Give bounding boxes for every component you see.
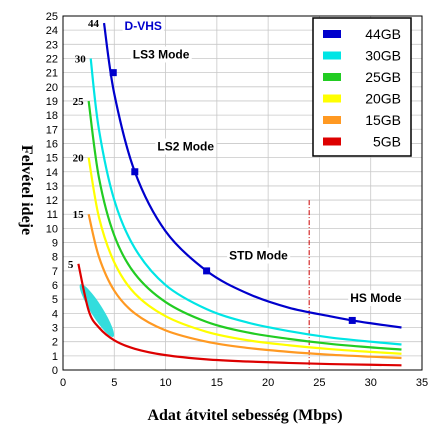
annotation-layer: D-VHS LS3 Mode LS2 Mode STD Mode HS Mode (122, 18, 404, 307)
y-tick-label-7: 7 (52, 266, 58, 278)
mode-marker-1 (109, 69, 117, 77)
x-tick-label-20: 20 (262, 377, 274, 389)
annotation-bg-ls2-mode (155, 138, 217, 155)
y-tick-label-16: 16 (46, 138, 58, 150)
series-line-15gb (87, 213, 402, 360)
mode-marker-2 (131, 168, 139, 176)
x-tick-label-0: 0 (60, 377, 66, 389)
y-tick-label-17: 17 (46, 124, 58, 136)
annotation-bg-d-vhs (122, 18, 164, 35)
plot-frame (62, 15, 423, 371)
x-tick-label-15: 15 (211, 377, 223, 389)
series-line-20gb (87, 157, 402, 355)
legend-swatch-20gb (323, 94, 341, 103)
y-tick-label-6: 6 (52, 280, 58, 292)
y-tick-label-22: 22 (46, 53, 58, 65)
y-tick-label-5: 5 (52, 294, 58, 306)
curve-layer: 44 30 25 20 15 5 (68, 18, 402, 367)
curve-capacity-label-25gb: 25 (73, 96, 85, 108)
marker-layer (109, 69, 356, 324)
x-tick-label-35: 35 (416, 377, 428, 389)
y-tick-label-3: 3 (52, 323, 58, 335)
y-tick-label-25: 25 (46, 11, 58, 23)
series-line-25gb (87, 100, 402, 351)
legend-label-30gb: 30GB (365, 48, 401, 64)
series-line-5gb (77, 263, 402, 367)
annotation-std-mode: STD Mode (229, 249, 288, 263)
axes-layer: 0123456789101112131415161718192021222324… (46, 11, 428, 389)
series-line-30gb (89, 58, 402, 346)
y-tick-label-8: 8 (52, 252, 58, 264)
y-tick-label-24: 24 (46, 25, 58, 37)
legend-box (312, 17, 412, 157)
curve-capacity-label-30gb: 30 (75, 53, 87, 65)
annotation-d-vhs: D-VHS (125, 19, 162, 33)
y-tick-label-20: 20 (46, 82, 58, 94)
curve-capacity-label-20gb: 20 (73, 153, 85, 165)
annotation-ls2-mode: LS2 Mode (157, 140, 214, 154)
series-line-44gb (102, 22, 402, 329)
y-tick-label-1: 1 (52, 351, 58, 363)
curve-capacity-label-15gb: 15 (73, 209, 85, 221)
y-tick-label-0: 0 (52, 365, 58, 377)
legend-swatch-25gb (323, 73, 341, 81)
y-tick-label-11: 11 (47, 209, 58, 221)
y-tick-label-2: 2 (52, 337, 58, 349)
annotation-bg-std-mode (227, 247, 291, 264)
y-tick-label-4: 4 (52, 308, 58, 320)
legend-label-20gb: 20GB (365, 91, 401, 107)
y-tick-label-15: 15 (46, 153, 58, 165)
dvhs-region-layer (79, 284, 115, 338)
y-tick-label-13: 13 (46, 181, 58, 193)
legend-swatch-5gb (323, 137, 341, 146)
legend-label-44gb: 44GB (365, 26, 401, 42)
legend-swatch-30gb (323, 51, 341, 60)
legend-label-5gb: 5GB (373, 134, 401, 150)
legend-swatch-15gb (323, 116, 341, 124)
y-tick-label-21: 21 (46, 68, 58, 80)
annotation-ls3-mode: LS3 Mode (133, 47, 190, 61)
x-tick-label-30: 30 (365, 377, 377, 389)
annotation-hs-mode: HS Mode (350, 291, 402, 305)
dvhs-region (79, 284, 115, 338)
y-tick-label-23: 23 (46, 39, 58, 51)
mode-marker-4 (348, 316, 356, 324)
legend: 44GB 30GB 25GB 20GB 15GB 5GB (312, 17, 412, 157)
x-tick-label-5: 5 (111, 377, 117, 389)
x-axis-label: Adat átvitel sebesség (Mbps) (147, 407, 342, 424)
y-tick-label-19: 19 (46, 96, 58, 108)
annotation-bg-ls3-mode (130, 46, 192, 63)
legend-label-25gb: 25GB (365, 69, 401, 85)
x-tick-label-25: 25 (313, 377, 325, 389)
y-tick-label-14: 14 (46, 167, 58, 179)
y-tick-label-18: 18 (46, 110, 58, 122)
x-tick-label-10: 10 (159, 377, 171, 389)
y-tick-label-9: 9 (52, 238, 58, 250)
curve-capacity-label-44gb: 44 (88, 18, 100, 30)
y-axis-label: Felvétel ideje (18, 145, 35, 235)
y-tick-label-10: 10 (46, 223, 58, 235)
mode-marker-3 (203, 267, 211, 275)
legend-label-15gb: 15GB (365, 112, 401, 128)
legend-swatch-44gb (323, 30, 341, 38)
y-tick-label-12: 12 (46, 195, 58, 207)
curve-capacity-label-5gb: 5 (68, 259, 74, 271)
annotation-bg-hs-mode (348, 290, 404, 307)
